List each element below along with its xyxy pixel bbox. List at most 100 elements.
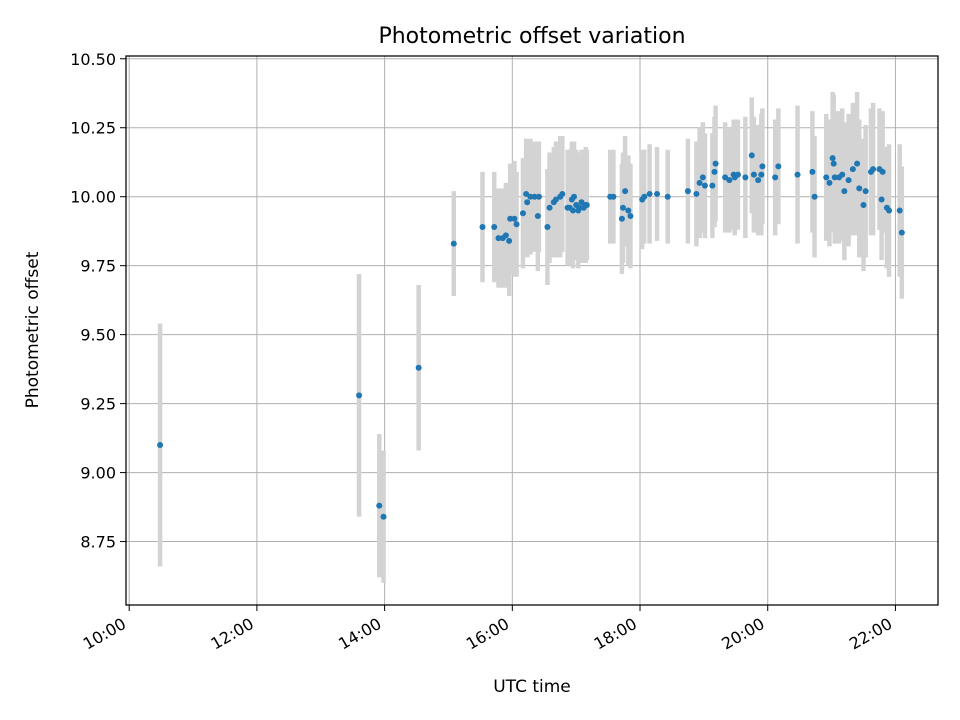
- data-point: [380, 513, 387, 520]
- data-point: [619, 204, 626, 211]
- data-point: [502, 232, 509, 239]
- data-point: [831, 174, 838, 181]
- data-point: [870, 166, 877, 173]
- data-point: [552, 196, 559, 203]
- errorbar-layer: [157, 91, 905, 583]
- y-axis-label: Photometric offset: [23, 251, 43, 408]
- x-tick-label: 16:00: [463, 614, 512, 654]
- data-point: [684, 188, 691, 195]
- x-tick-label: 14:00: [335, 614, 384, 654]
- data-point: [839, 171, 846, 178]
- data-point: [699, 174, 706, 181]
- data-point: [758, 171, 765, 178]
- data-point: [506, 237, 513, 244]
- data-point: [531, 193, 538, 200]
- data-point: [479, 224, 486, 231]
- y-tick-label: 8.75: [80, 533, 116, 552]
- data-point: [618, 215, 625, 222]
- data-point: [794, 171, 801, 178]
- data-point: [722, 174, 729, 181]
- data-point: [450, 240, 457, 247]
- point-layer: [157, 152, 905, 520]
- data-point: [622, 188, 629, 195]
- data-point: [854, 160, 861, 167]
- data-point: [845, 177, 852, 184]
- data-point: [755, 177, 762, 184]
- data-point: [559, 190, 566, 197]
- data-point: [693, 190, 700, 197]
- data-point: [527, 193, 534, 200]
- data-point: [748, 152, 755, 159]
- y-tick-label: 9.25: [80, 395, 116, 414]
- data-point: [495, 235, 502, 242]
- y-tick-label: 10.25: [70, 119, 116, 138]
- data-point: [646, 190, 653, 197]
- data-point: [823, 174, 830, 181]
- data-point: [511, 215, 518, 222]
- data-point: [513, 221, 520, 228]
- data-point: [772, 174, 779, 181]
- data-point: [734, 171, 741, 178]
- data-point: [811, 193, 818, 200]
- x-tick-label: 22:00: [846, 614, 895, 654]
- x-tick-label: 20:00: [718, 614, 767, 654]
- y-tick-label: 9.50: [80, 326, 116, 345]
- data-point: [878, 196, 885, 203]
- data-point: [898, 229, 905, 236]
- data-point: [583, 201, 590, 208]
- data-point: [809, 168, 816, 175]
- data-point: [534, 213, 541, 220]
- data-point: [862, 188, 869, 195]
- chart-title: Photometric offset variation: [378, 24, 685, 49]
- data-point: [654, 190, 661, 197]
- data-point: [519, 210, 526, 217]
- data-point: [415, 364, 422, 371]
- data-point: [830, 160, 837, 167]
- data-point: [376, 502, 383, 509]
- y-axis: 8.75 9.00 9.25 9.50 9.75 10.00 10.25 10.50: [70, 50, 126, 552]
- plot-frame: [125, 55, 939, 606]
- data-point: [578, 199, 585, 206]
- data-point: [535, 193, 542, 200]
- data-point: [157, 441, 164, 448]
- x-tick-label: 12:00: [207, 614, 256, 654]
- data-point: [856, 185, 863, 192]
- y-tick-label: 9.00: [80, 464, 116, 483]
- data-point: [627, 213, 634, 220]
- data-point: [491, 224, 498, 231]
- data-point: [841, 188, 848, 195]
- data-point: [625, 207, 632, 214]
- data-point: [664, 193, 671, 200]
- x-axis-label: UTC time: [493, 677, 571, 697]
- data-point: [750, 171, 757, 178]
- data-point: [507, 215, 514, 222]
- data-point: [576, 204, 583, 211]
- data-point: [571, 193, 578, 200]
- data-point: [712, 160, 719, 167]
- data-point: [701, 182, 708, 189]
- x-tick-label: 10:00: [80, 614, 129, 654]
- data-point: [829, 155, 836, 162]
- data-point: [546, 204, 553, 211]
- x-tick-label: 18:00: [591, 614, 640, 654]
- data-point: [709, 182, 716, 189]
- data-point: [775, 163, 782, 170]
- data-point: [696, 179, 703, 186]
- data-point: [742, 174, 749, 181]
- data-point: [896, 207, 903, 214]
- data-point: [356, 392, 363, 399]
- data-point: [523, 190, 530, 197]
- y-tick-label: 9.75: [80, 257, 116, 276]
- data-point: [879, 168, 886, 175]
- data-point: [711, 168, 718, 175]
- data-point: [826, 179, 833, 186]
- data-point: [569, 207, 576, 214]
- data-point: [886, 207, 893, 214]
- data-point: [544, 224, 551, 231]
- data-point: [759, 163, 766, 170]
- y-tick-label: 10.50: [70, 50, 116, 69]
- data-point: [641, 193, 648, 200]
- data-point: [849, 166, 856, 173]
- data-point: [610, 193, 617, 200]
